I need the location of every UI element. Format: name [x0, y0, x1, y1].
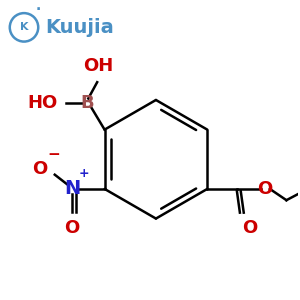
Text: HO: HO: [27, 94, 57, 112]
Text: O: O: [242, 219, 257, 237]
Text: +: +: [79, 167, 89, 180]
Text: K: K: [20, 22, 28, 32]
Text: B: B: [80, 94, 94, 112]
Text: O: O: [64, 220, 80, 238]
Text: N: N: [64, 179, 80, 198]
Text: O: O: [32, 160, 48, 178]
Text: Kuujia: Kuujia: [46, 18, 114, 37]
Text: OH: OH: [83, 57, 114, 75]
Text: −: −: [48, 147, 61, 162]
Text: O: O: [257, 180, 273, 198]
Text: ·: ·: [36, 3, 41, 17]
